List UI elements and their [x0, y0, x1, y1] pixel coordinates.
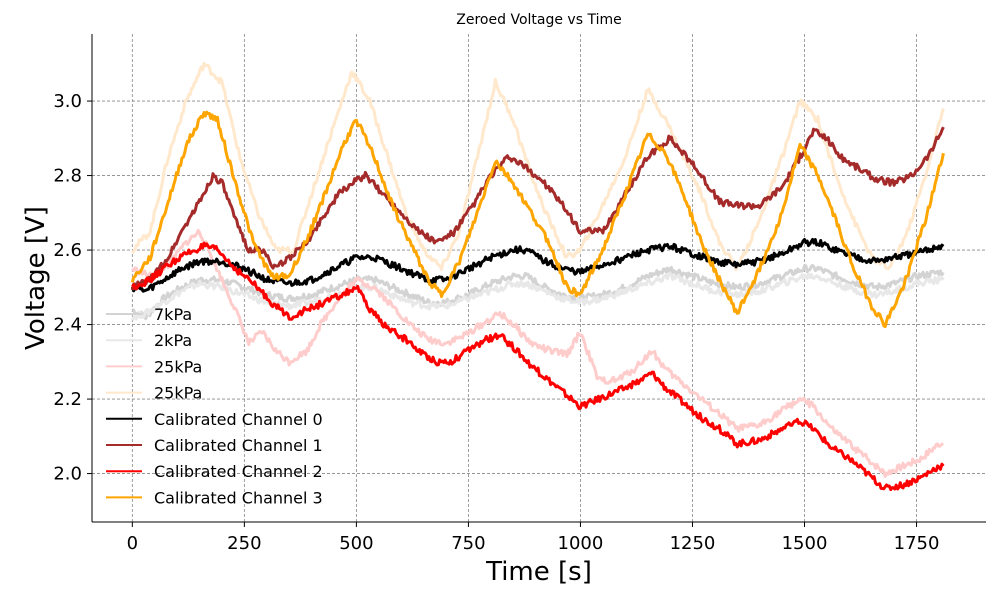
legend: 7kPa 2kPa 25kPa 25kPa Calibrated Channel 0 Ca…: [106, 305, 323, 507]
legend-label: 7kPa: [154, 305, 192, 324]
x-tick-label: 1500: [782, 533, 828, 554]
series-line: [130, 126, 945, 291]
x-tick-label: 1750: [894, 533, 940, 554]
y-tick-label: 3.0: [53, 91, 82, 112]
x-tick-label: 1000: [558, 533, 604, 554]
series-lines: [130, 61, 945, 492]
y-tick-label: 2.6: [53, 240, 82, 261]
legend-label: 25kPa: [154, 384, 202, 403]
y-axis-title: Voltage [V]: [21, 206, 51, 350]
series-line: [130, 237, 945, 293]
x-tick-label: 0: [127, 533, 138, 554]
x-axis-title: Time [s]: [485, 557, 592, 587]
x-tick-label: 250: [227, 533, 261, 554]
x-tick-label: 1250: [670, 533, 716, 554]
x-tick-label: 750: [451, 533, 485, 554]
y-tick-label: 2.0: [53, 464, 82, 485]
legend-label: Calibrated Channel 0: [154, 410, 323, 429]
legend-label: 2kPa: [154, 331, 192, 350]
series-line: [131, 241, 945, 492]
legend-label: 25kPa: [154, 357, 202, 376]
legend-label: Calibrated Channel 1: [154, 436, 323, 455]
legend-label: Calibrated Channel 3: [154, 488, 323, 507]
series-line: [131, 61, 945, 272]
chart-title: Zeroed Voltage vs Time: [456, 12, 621, 28]
legend-label: Calibrated Channel 2: [154, 462, 323, 481]
series-line: [131, 228, 944, 478]
y-tick-label: 2.4: [53, 315, 82, 336]
y-tick-label: 2.2: [53, 389, 82, 410]
series-line: [130, 110, 945, 329]
tick-labels: 0 250 500 750 1000 1250 1500 1750 2.0 2.2 2.4 2.6 2.…: [53, 91, 939, 554]
x-tick-label: 500: [339, 533, 373, 554]
series-line: [130, 272, 945, 322]
y-tick-label: 2.8: [53, 166, 82, 187]
